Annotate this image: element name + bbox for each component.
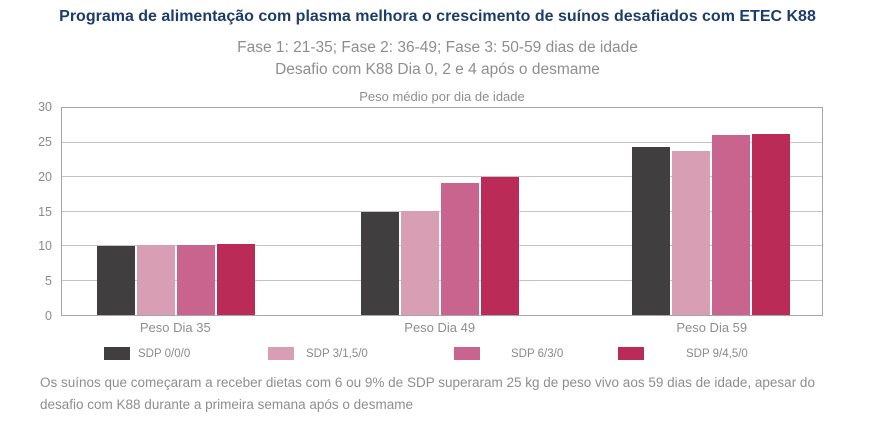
x-axis-label: Peso Dia 35 (139, 320, 211, 335)
bar (137, 245, 175, 315)
bar (177, 245, 215, 315)
bar (400, 210, 439, 315)
bar (752, 134, 791, 315)
bar-cluster (360, 108, 519, 315)
plot-area (61, 107, 823, 316)
subtitle-line-1: Fase 1: 21-35; Fase 2: 36-49; Fase 3: 50… (237, 39, 638, 56)
bar-cluster (632, 108, 791, 315)
legend-label: SDP 3/1,5/0 (306, 348, 368, 360)
gridline (62, 141, 822, 143)
x-axis-label: Peso Dia 49 (404, 320, 476, 335)
page-title: Programa de alimentação com plasma melho… (59, 8, 816, 25)
legend-swatch (454, 347, 480, 360)
legend-label: SDP 9/4,5/0 (686, 348, 748, 360)
footer-note: Os suínos que começaram a receber dietas… (40, 375, 815, 412)
legend-swatch (268, 347, 294, 360)
y-tick-label: 25 (38, 134, 52, 149)
chart-title: Peso médio por dia de idade (359, 89, 525, 104)
legend-label: SDP 0/0/0 (138, 348, 191, 360)
bar-cluster (97, 108, 255, 315)
y-tick-label: 0 (45, 309, 52, 323)
gridline (62, 176, 822, 178)
bar (360, 211, 399, 315)
y-tick-label: 20 (38, 169, 52, 184)
y-tick-label: 10 (38, 239, 52, 254)
bar (632, 147, 671, 315)
legend-label: SDP 6/3/0 (511, 348, 564, 360)
bar (712, 134, 751, 315)
legend-swatch (104, 347, 130, 360)
y-axis: 0 5 10 15 20 25 30 (0, 100, 52, 323)
legend-swatch (618, 347, 644, 360)
bar (97, 246, 135, 315)
bar (440, 182, 479, 315)
x-axis-label: Peso Dia 59 (676, 320, 748, 335)
subtitle-line-2: Desafio com K88 Dia 0, 2 e 4 após o desm… (275, 61, 600, 78)
y-tick-label: 5 (45, 274, 52, 289)
legend: SDP 0/0/0 SDP 3/1,5/0 SDP 6/3/0 SDP 9/4,5/0 (0, 346, 875, 364)
x-axis-labels: Peso Dia 35 Peso Dia 49 Peso Dia 59 (61, 320, 823, 338)
y-tick-label: 30 (38, 100, 52, 114)
bar (217, 243, 255, 315)
bar (480, 177, 519, 315)
y-tick-label: 15 (38, 204, 52, 219)
bar (672, 150, 711, 315)
